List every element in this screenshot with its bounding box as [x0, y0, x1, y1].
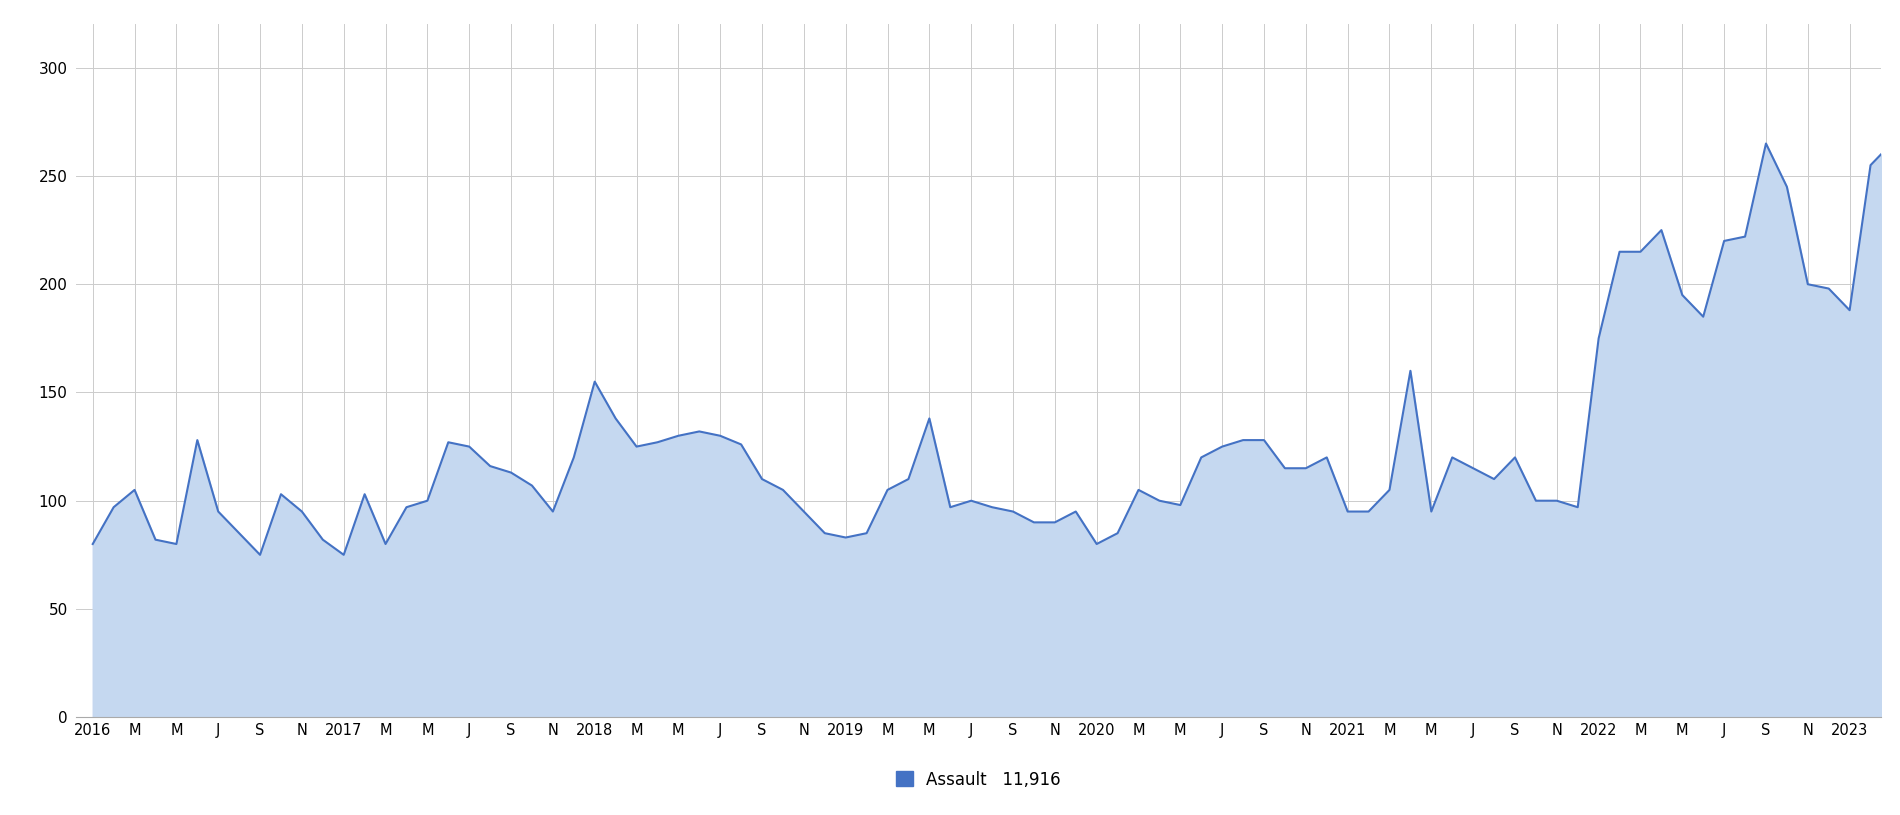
Legend: Assault   11,916: Assault 11,916: [897, 770, 1060, 789]
